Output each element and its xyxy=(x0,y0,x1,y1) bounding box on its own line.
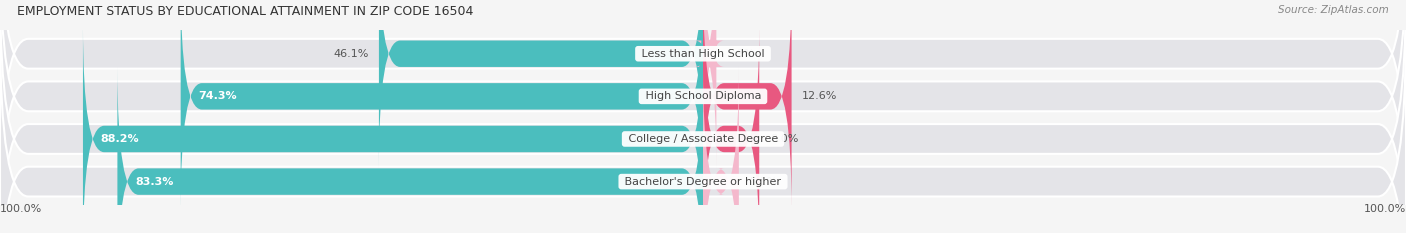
FancyBboxPatch shape xyxy=(0,0,1406,209)
Text: 8.0%: 8.0% xyxy=(770,134,799,144)
Text: 46.1%: 46.1% xyxy=(333,49,368,59)
Text: Source: ZipAtlas.com: Source: ZipAtlas.com xyxy=(1278,5,1389,15)
FancyBboxPatch shape xyxy=(380,0,703,168)
Text: 88.2%: 88.2% xyxy=(101,134,139,144)
Text: 5.1%: 5.1% xyxy=(749,177,778,187)
Text: 1.9%: 1.9% xyxy=(727,49,755,59)
FancyBboxPatch shape xyxy=(696,0,724,168)
FancyBboxPatch shape xyxy=(117,67,703,233)
Text: 74.3%: 74.3% xyxy=(198,91,236,101)
FancyBboxPatch shape xyxy=(0,26,1406,233)
Text: Less than High School: Less than High School xyxy=(638,49,768,59)
Text: 100.0%: 100.0% xyxy=(1364,204,1406,214)
Text: Bachelor's Degree or higher: Bachelor's Degree or higher xyxy=(621,177,785,187)
FancyBboxPatch shape xyxy=(703,0,792,211)
Text: 12.6%: 12.6% xyxy=(801,91,838,101)
FancyBboxPatch shape xyxy=(181,0,703,211)
Text: 100.0%: 100.0% xyxy=(0,204,42,214)
Text: College / Associate Degree: College / Associate Degree xyxy=(624,134,782,144)
FancyBboxPatch shape xyxy=(703,24,759,233)
Text: 83.3%: 83.3% xyxy=(135,177,173,187)
FancyBboxPatch shape xyxy=(703,67,740,233)
Text: High School Diploma: High School Diploma xyxy=(641,91,765,101)
FancyBboxPatch shape xyxy=(83,24,703,233)
Text: EMPLOYMENT STATUS BY EDUCATIONAL ATTAINMENT IN ZIP CODE 16504: EMPLOYMENT STATUS BY EDUCATIONAL ATTAINM… xyxy=(17,5,474,18)
